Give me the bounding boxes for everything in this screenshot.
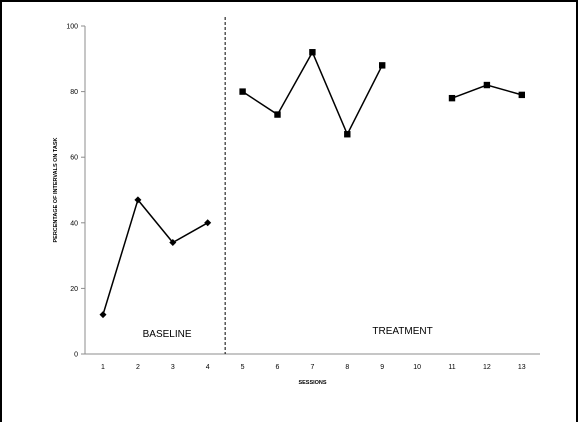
x-tick-label: 13 [518, 364, 526, 371]
phase-label-baseline: BASELINE [143, 329, 192, 340]
x-tick-label: 10 [413, 364, 421, 371]
y-tick-label: 100 [66, 24, 78, 31]
data-point [448, 94, 456, 102]
y-axis-title: PERCENTAGE OF INTERVALS ON TASK [53, 137, 59, 242]
data-markers [99, 49, 525, 319]
data-point [483, 81, 491, 89]
data-point [379, 62, 386, 69]
x-tick-label: 11 [448, 364, 455, 371]
x-tick-label: 8 [345, 364, 349, 371]
data-series [102, 50, 523, 315]
x-tick-label: 12 [483, 364, 491, 371]
data-point [204, 219, 212, 227]
series-line [242, 50, 383, 137]
x-tick-label: 5 [241, 364, 245, 371]
data-point [169, 238, 177, 246]
phase-label-treatment: TREATMENT [372, 326, 432, 337]
y-tick-label: 20 [70, 286, 78, 293]
x-tick-label: 7 [310, 364, 314, 371]
y-tick-label: 40 [70, 220, 78, 227]
y-ticks: 0 20 40 60 80 100 [66, 24, 85, 359]
x-axis-title: SESSIONS [298, 380, 326, 386]
series-line [102, 198, 209, 315]
data-point [99, 311, 107, 319]
data-point [239, 88, 246, 95]
axes [84, 26, 540, 355]
y-tick-label: 0 [74, 352, 78, 359]
data-point [518, 91, 525, 99]
x-tick-label: 4 [206, 364, 210, 371]
data-point [274, 111, 281, 118]
x-tick-label: 6 [276, 364, 280, 371]
data-point [134, 196, 142, 204]
x-tick-label: 3 [171, 364, 175, 371]
x-ticks: 1 2 3 4 5 6 7 8 9 10 11 12 13 [101, 364, 526, 371]
data-point [309, 49, 316, 56]
x-tick-label: 9 [380, 364, 384, 371]
x-tick-label: 2 [136, 364, 140, 371]
y-tick-label: 60 [70, 155, 78, 162]
data-point [344, 131, 351, 138]
x-tick-label: 1 [101, 364, 105, 371]
y-tick-label: 80 [70, 89, 78, 96]
